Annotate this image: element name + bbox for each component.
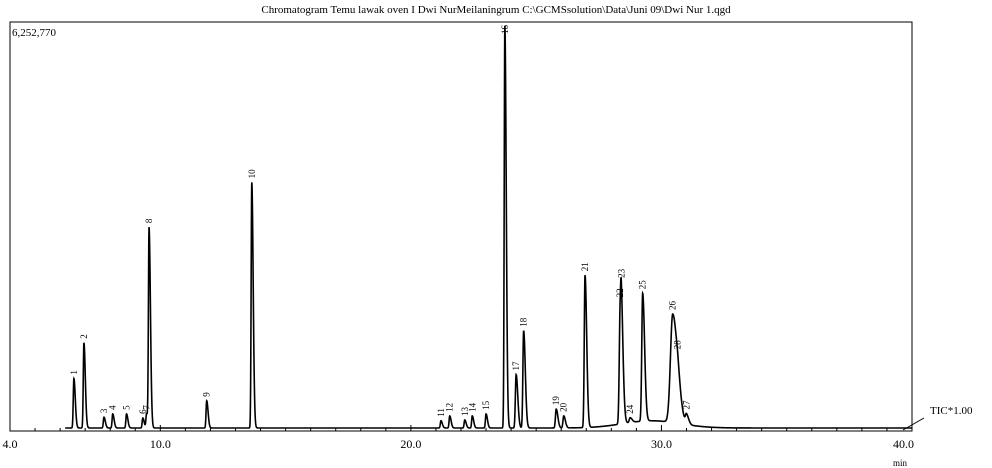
peak-label: 25 — [638, 280, 648, 290]
trace-label-leader — [902, 417, 925, 431]
peak-label: 18 — [519, 317, 529, 327]
peak-label: 13 — [460, 407, 470, 417]
peak-label: 27 — [682, 400, 692, 410]
x-tick-label: 10.0 — [150, 437, 171, 451]
peak-label: 7 — [142, 405, 152, 410]
peak-label: 10 — [247, 169, 257, 179]
peak-label: 23 — [616, 268, 626, 278]
peak-label: 1 — [69, 370, 79, 375]
tic-line — [65, 25, 912, 429]
x-tick-label: 30.0 — [651, 437, 672, 451]
peak-label: 11 — [436, 408, 446, 417]
x-tick-label: 20.0 — [400, 437, 421, 451]
peak-label: 4 — [108, 405, 118, 410]
peak-label: 19 — [551, 396, 561, 406]
x-axis: 4.0 10.0 20.0 30.0 40.0 — [3, 425, 914, 451]
tic-trace — [65, 25, 912, 429]
peak-label: 3 — [99, 408, 109, 413]
peak-label: 28 — [673, 340, 683, 350]
trace-label: TIC*1.00 — [930, 405, 973, 417]
peak-label: 16 — [500, 25, 510, 35]
peak-label: 24 — [625, 404, 635, 414]
peak-label: 20 — [559, 402, 569, 412]
peak-label: 8 — [144, 218, 154, 223]
peak-label: 21 — [580, 262, 590, 271]
peak-label: 22 — [615, 288, 625, 297]
peak-label: 17 — [511, 361, 521, 371]
peak-label: 6 — [138, 409, 148, 414]
x-axis-unit: min — [893, 458, 908, 468]
peak-label: 14 — [467, 402, 477, 412]
x-tick-label: 40.0 — [893, 437, 914, 451]
peak-label: 12 — [445, 403, 455, 412]
chart-title: Chromatogram Temu lawak oven I Dwi NurMe… — [261, 4, 731, 16]
peak-label: 5 — [122, 405, 132, 410]
peak-label: 26 — [668, 301, 678, 311]
peak-label: 9 — [202, 392, 212, 397]
x-tick-label: 4.0 — [3, 437, 18, 451]
peak-label: 2 — [79, 334, 89, 339]
peak-label: 15 — [481, 400, 491, 410]
y-max-label: 6,252,770 — [12, 27, 57, 39]
plot-frame — [9, 21, 913, 432]
